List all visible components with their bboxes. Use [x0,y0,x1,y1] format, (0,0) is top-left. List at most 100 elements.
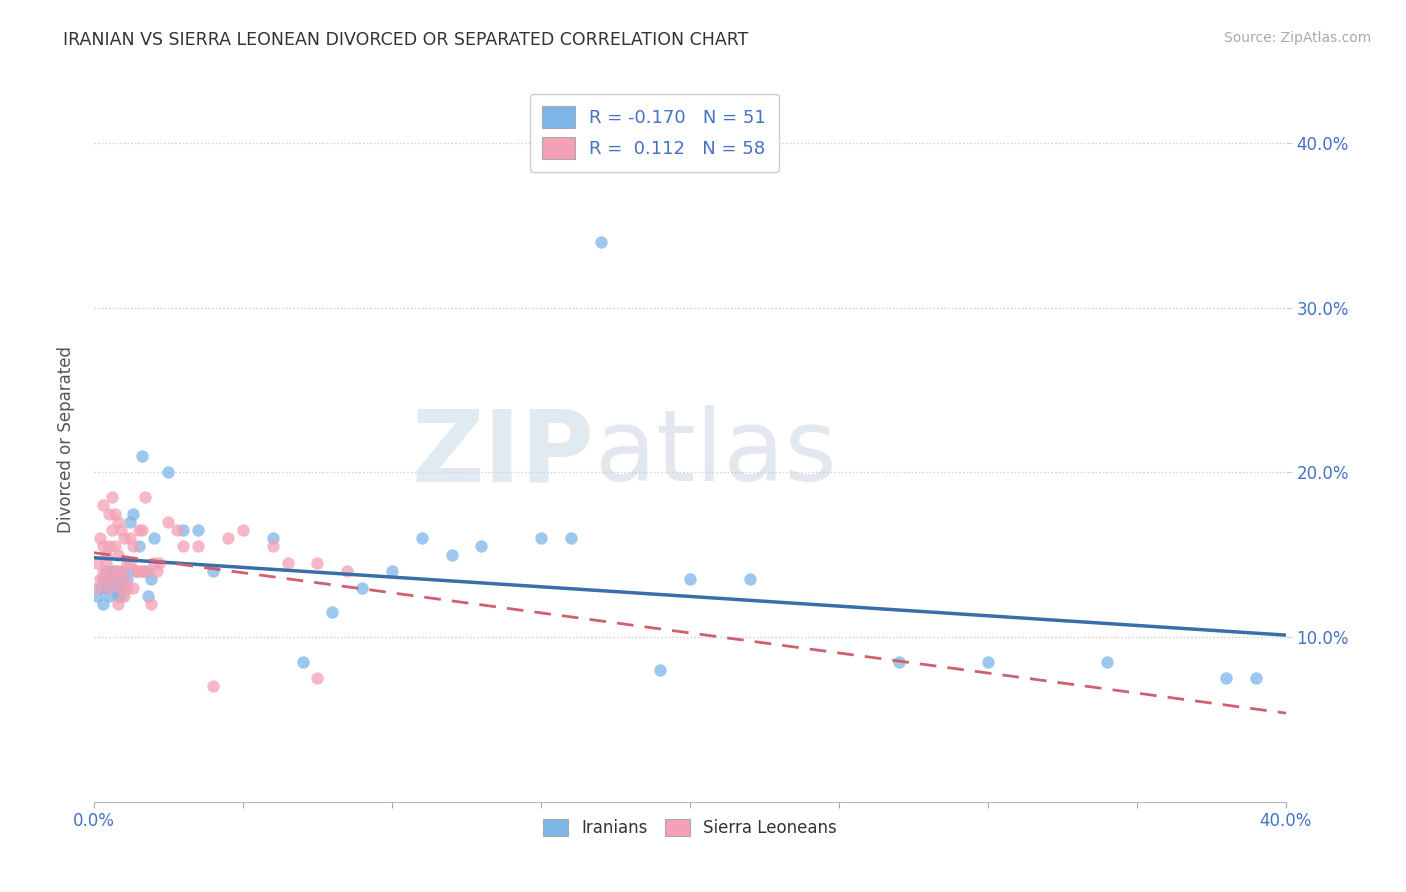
Point [121,507,143,521]
Point [86,581,108,595]
Point [336,564,359,578]
Point [411,531,433,545]
Point [94,556,117,570]
Point [94,581,117,595]
Point [91,499,114,513]
Point [101,564,124,578]
Point [89,531,111,545]
Point [232,523,254,537]
Point [107,515,129,529]
Point [115,573,138,587]
Point [110,564,132,578]
Point [107,548,129,562]
Point [166,523,188,537]
Point [112,573,135,587]
Point [97,573,120,587]
Point [101,581,124,595]
Point [157,466,180,480]
Point [1095,655,1118,669]
Point [104,507,127,521]
Point [381,564,404,578]
Text: IRANIAN VS SIERRA LEONEAN DIVORCED OR SEPARATED CORRELATION CHART: IRANIAN VS SIERRA LEONEAN DIVORCED OR SE… [63,31,748,49]
Point [131,449,153,463]
Point [101,523,124,537]
Point [115,581,138,595]
Point [91,540,114,554]
Point [104,540,127,554]
Point [139,573,162,587]
Point [262,531,284,545]
Point [262,540,284,554]
Point [128,564,150,578]
Point [530,531,553,545]
Point [112,589,135,603]
Point [142,556,165,570]
Point [650,663,672,677]
Point [124,564,146,578]
Point [107,597,129,611]
Point [121,581,143,595]
Point [139,597,162,611]
Point [440,548,463,562]
Point [134,564,156,578]
Point [291,655,314,669]
Point [107,564,129,578]
Point [202,564,225,578]
Point [107,589,129,603]
Point [352,581,374,595]
Point [142,531,165,545]
Point [94,548,117,562]
Point [187,523,209,537]
Point [136,589,159,603]
Point [128,540,150,554]
Point [679,573,702,587]
Point [118,515,141,529]
Point [307,556,329,570]
Point [110,523,132,537]
Point [101,490,124,504]
Point [97,581,120,595]
Point [307,671,329,685]
Point [157,515,180,529]
Point [97,507,120,521]
Point [131,564,153,578]
Point [94,564,117,578]
Point [589,235,612,249]
Point [187,540,209,554]
Point [112,564,135,578]
Point [977,655,1000,669]
Text: ZIP: ZIP [412,406,595,502]
Point [1215,671,1237,685]
Point [1244,671,1267,685]
Point [202,679,225,693]
Point [118,531,141,545]
Point [91,564,114,578]
Point [110,581,132,595]
Point [118,556,141,570]
Point [134,490,156,504]
Point [145,564,167,578]
Point [172,540,194,554]
Point [97,540,120,554]
Point [217,531,239,545]
Point [277,556,299,570]
Point [560,531,582,545]
Point [91,597,114,611]
Point [887,655,910,669]
Point [131,523,153,537]
Point [91,573,114,587]
Y-axis label: Divorced or Separated: Divorced or Separated [58,346,75,533]
Point [470,540,492,554]
Point [148,556,170,570]
Text: Source: ZipAtlas.com: Source: ZipAtlas.com [1223,31,1371,45]
Point [104,573,127,587]
Point [104,573,127,587]
Point [107,581,129,595]
Point [172,523,194,537]
Point [128,523,150,537]
Point [112,531,135,545]
Point [86,556,108,570]
Text: atlas: atlas [595,406,837,502]
Point [89,581,111,595]
Point [86,589,108,603]
